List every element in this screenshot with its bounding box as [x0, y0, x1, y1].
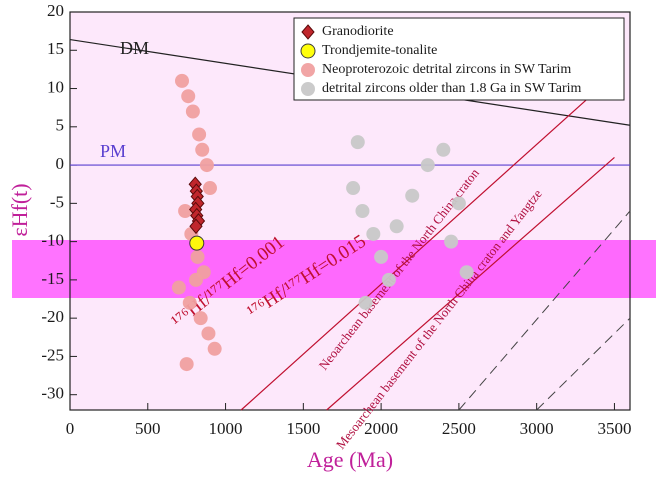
- data-point: [459, 265, 474, 280]
- data-point: [199, 158, 214, 173]
- x-tick-label: 3000: [520, 419, 554, 438]
- data-point: [181, 89, 196, 104]
- data-point: [451, 196, 466, 211]
- x-tick-label: 1000: [209, 419, 243, 438]
- y-tick-label: 5: [56, 116, 65, 135]
- y-tick-label: -5: [50, 192, 64, 211]
- data-point: [355, 204, 370, 218]
- data-point: [195, 142, 210, 157]
- y-tick-label: -25: [41, 345, 64, 364]
- region-boundary: [458, 210, 631, 411]
- glitch-band: [12, 240, 656, 298]
- data-point: [203, 181, 217, 196]
- x-tick-label: 0: [66, 419, 75, 438]
- x-tick-label: 2500: [442, 419, 476, 438]
- legend-label: Granodiorite: [322, 24, 394, 39]
- data-point: [358, 295, 373, 310]
- x-tick-label: 2000: [364, 419, 398, 438]
- legend-marker: [301, 82, 315, 96]
- reference-line-label: PM: [100, 141, 126, 161]
- reference-line: [326, 156, 615, 411]
- data-point: [192, 127, 207, 142]
- data-point: [346, 181, 361, 196]
- x-tick-label: 500: [135, 419, 161, 438]
- data-point: [189, 235, 205, 251]
- data-point: [175, 73, 189, 88]
- data-point: [389, 219, 404, 234]
- data-point: [201, 326, 216, 341]
- data-point: [207, 341, 222, 356]
- data-point: [350, 135, 365, 150]
- y-axis-title: εHf(t): [7, 183, 32, 236]
- x-tick-label: 1500: [286, 419, 320, 438]
- y-tick-label: 10: [47, 77, 64, 96]
- data-point: [179, 357, 194, 372]
- legend-marker: [301, 24, 315, 40]
- region-boundary: [536, 317, 631, 411]
- y-tick-label: 15: [47, 39, 64, 58]
- data-point: [189, 218, 203, 235]
- legend-marker: [300, 43, 316, 59]
- data-point: [190, 249, 205, 264]
- y-tick-label: 0: [56, 154, 65, 173]
- data-point: [374, 249, 389, 264]
- data-point: [366, 226, 381, 241]
- legend-box: [293, 17, 625, 101]
- reference-line-label: DM: [120, 38, 149, 58]
- data-point: [436, 142, 451, 157]
- y-tick-label: -30: [41, 384, 64, 403]
- data-point: [178, 204, 193, 218]
- legend-label: Trondjemite-tonalite: [322, 43, 437, 58]
- data-point: [420, 158, 435, 173]
- legend: Granodiorite Trondjemite-tonalite Neoprote…: [293, 17, 625, 101]
- data-point: [185, 104, 200, 119]
- y-tick-label: -15: [41, 269, 64, 288]
- data-point: [193, 311, 208, 326]
- y-tick-label: 20: [47, 1, 64, 20]
- reference-line: [240, 88, 600, 411]
- y-tick-label: -10: [41, 231, 64, 250]
- legend-marker: [301, 63, 315, 77]
- data-point: [182, 295, 197, 310]
- x-axis-title: Age (Ma): [307, 447, 393, 472]
- data-point: [381, 272, 396, 287]
- y-tick-label: -20: [41, 307, 64, 326]
- data-point: [189, 272, 203, 287]
- data-point: [444, 234, 459, 249]
- legend-label: Neoproterozoic detrital zircons in SW Ta…: [322, 62, 571, 77]
- data-point: [405, 188, 420, 203]
- data-point: [171, 280, 186, 295]
- legend-label: detrital zircons older than 1.8 Ga in SW…: [322, 81, 581, 96]
- x-tick-label: 3500: [597, 419, 631, 438]
